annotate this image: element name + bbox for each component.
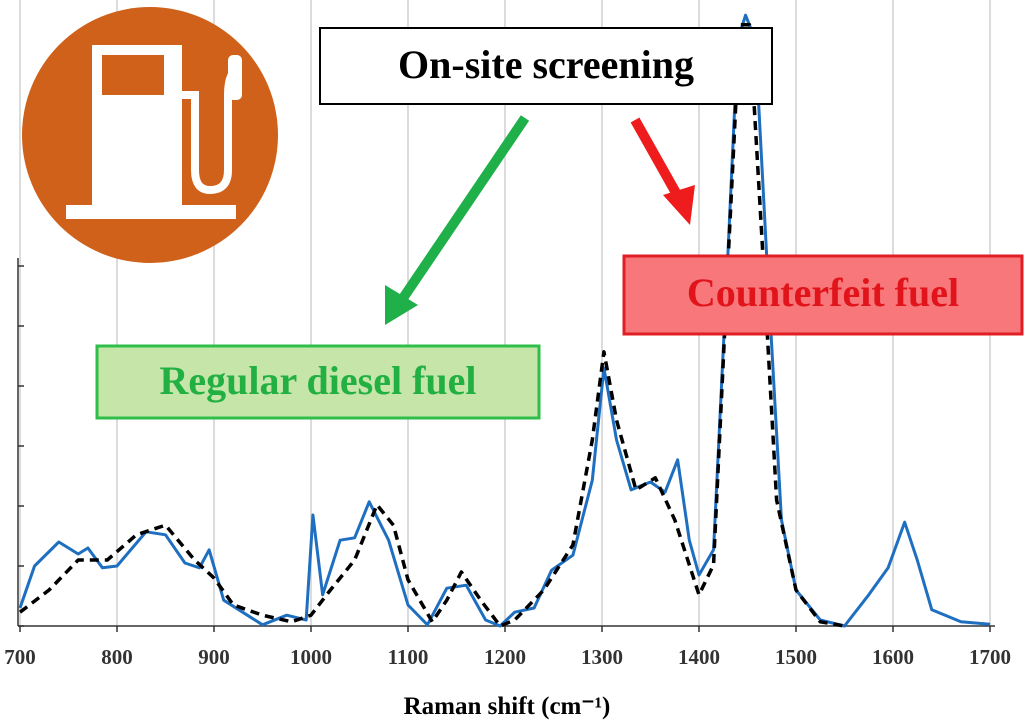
- x-tick-label: 800: [101, 645, 133, 669]
- annotation: Regular diesel fuel: [159, 358, 476, 403]
- lines: [18, 13, 991, 628]
- x-tick-label: 1700: [969, 645, 1011, 669]
- x-tick-label: 1400: [678, 645, 720, 669]
- annotation-box: [95, 344, 541, 420]
- spectrum-line: [18, 23, 845, 628]
- x-axis-label: Raman shift (cm⁻¹): [404, 693, 611, 720]
- annotation-box: [622, 254, 1024, 336]
- x-tick-label: 1300: [581, 645, 623, 669]
- x-tick-label: 900: [198, 645, 230, 669]
- x-tick-label: 1500: [775, 645, 817, 669]
- fuel-icon: [22, 7, 278, 263]
- x-tick-label: 1200: [484, 645, 526, 669]
- annotation: On-site screening: [398, 42, 694, 87]
- x-tick-label: 1000: [290, 645, 332, 669]
- annotation: Counterfeit fuel: [687, 270, 959, 315]
- x-tick-label: 1100: [388, 645, 429, 669]
- arrows: [385, 115, 695, 325]
- x-tick-label: 700: [4, 645, 36, 669]
- annotation-box: [319, 27, 773, 105]
- x-tick-label: 1600: [872, 645, 914, 669]
